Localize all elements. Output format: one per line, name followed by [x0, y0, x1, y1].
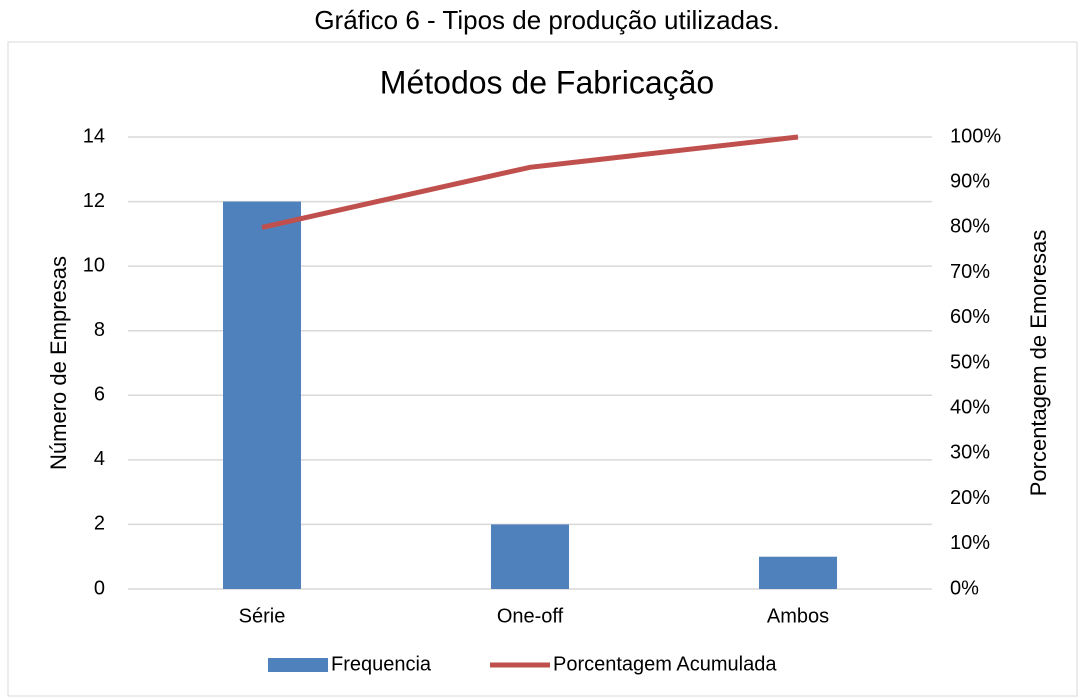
x-tick-label: One-off: [497, 605, 564, 627]
y-tick-label: 12: [83, 190, 105, 212]
legend-label: Frequencia: [331, 653, 432, 675]
y2-tick-label: 40%: [950, 396, 990, 418]
y2-tick-label: 10%: [950, 532, 990, 554]
y2-tick-label: 60%: [950, 306, 990, 328]
y2-axis-label: Porcentagem de Emoresas: [1026, 230, 1051, 497]
chart-frame: [7, 41, 1078, 697]
y-tick-label: 8: [94, 319, 105, 341]
y2-tick-label: 100%: [950, 125, 1001, 147]
chart-title: Métodos de Fabricação: [380, 64, 714, 100]
y-tick-label: 10: [83, 254, 105, 276]
bar: [491, 524, 569, 589]
y2-tick-label: 30%: [950, 442, 990, 464]
y-tick-label: 0: [94, 577, 105, 599]
y-axis-label: Número de Empresas: [46, 256, 71, 470]
caption: Gráfico 6 - Tipos de produção utilizadas…: [314, 5, 779, 35]
y2-tick-label: 70%: [950, 261, 990, 283]
y-tick-label: 4: [94, 448, 105, 470]
x-tick-label: Ambos: [767, 605, 829, 627]
legend-label: Porcentagem Acumulada: [553, 653, 777, 675]
y-tick-label: 6: [94, 384, 105, 406]
y2-tick-label: 20%: [950, 487, 990, 509]
y-tick-label: 2: [94, 513, 105, 535]
y2-tick-label: 80%: [950, 216, 990, 238]
y2-tick-label: 90%: [950, 170, 990, 192]
y-tick-label: 14: [83, 125, 105, 147]
legend-swatch: [268, 658, 328, 672]
y2-tick-label: 50%: [950, 351, 990, 373]
line: [261, 134, 799, 230]
x-tick-label: Série: [239, 605, 286, 627]
bar: [759, 556, 837, 589]
bar: [223, 201, 301, 590]
y2-tick-label: 0%: [950, 577, 979, 599]
